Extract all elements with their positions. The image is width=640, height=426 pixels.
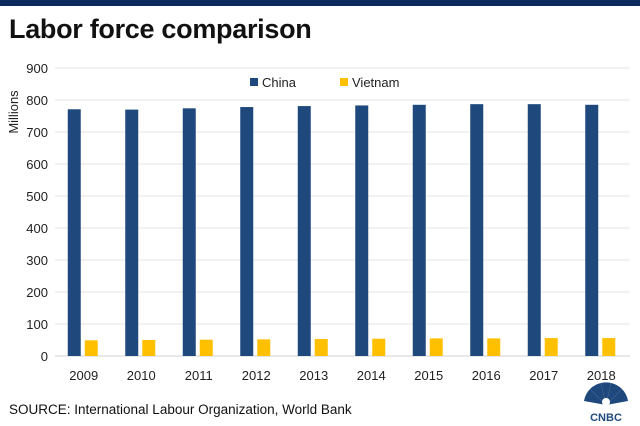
x-tick-label: 2012 xyxy=(242,368,271,383)
x-tick-label: 2011 xyxy=(185,368,213,383)
y-tick-label: 100 xyxy=(26,317,48,332)
bar-china xyxy=(355,105,369,356)
x-tick-label: 2016 xyxy=(472,368,501,383)
bar-vietnam xyxy=(257,339,271,356)
y-tick-label: 200 xyxy=(26,285,48,300)
x-tick-label: 2017 xyxy=(529,368,558,383)
bar-vietnam xyxy=(142,340,156,356)
bar-vietnam xyxy=(199,339,213,356)
bar-vietnam xyxy=(544,338,558,356)
bar-china xyxy=(585,104,599,356)
top-bar xyxy=(0,0,640,6)
y-tick-label: 300 xyxy=(26,253,48,268)
x-tick-label: 2010 xyxy=(127,368,156,383)
legend-label: China xyxy=(262,75,297,90)
logo-text: CNBC xyxy=(590,412,622,423)
bar-china xyxy=(182,108,196,356)
bar-vietnam xyxy=(372,338,386,356)
y-tick-label: 400 xyxy=(26,221,48,236)
y-tick-label: 800 xyxy=(26,93,48,108)
source-note: SOURCE: International Labour Organizatio… xyxy=(9,402,352,417)
bar-vietnam xyxy=(429,338,443,356)
x-tick-label: 2018 xyxy=(587,368,616,383)
cnbc-peacock-logo: CNBC xyxy=(584,382,628,423)
legend-label: Vietnam xyxy=(352,75,399,90)
y-axis-label: Millions xyxy=(6,90,21,134)
y-tick-label: 700 xyxy=(26,125,48,140)
legend-swatch xyxy=(250,78,258,86)
bar-china xyxy=(470,104,484,356)
bar-china xyxy=(125,109,139,356)
x-tick-label: 2009 xyxy=(69,368,98,383)
bar-china xyxy=(412,104,426,356)
bar-vietnam xyxy=(314,339,328,356)
y-tick-label: 900 xyxy=(26,61,48,76)
y-tick-label: 600 xyxy=(26,157,48,172)
bar-china xyxy=(240,107,254,356)
legend-swatch xyxy=(340,78,348,86)
x-tick-label: 2013 xyxy=(299,368,328,383)
bar-china xyxy=(527,104,541,356)
y-tick-label: 0 xyxy=(41,349,48,364)
bar-china xyxy=(297,106,311,356)
x-tick-label: 2015 xyxy=(414,368,443,383)
bar-vietnam xyxy=(84,340,98,356)
x-tick-label: 2014 xyxy=(357,368,386,383)
bar-vietnam xyxy=(602,338,616,356)
chart-title: Labor force comparison xyxy=(9,14,312,44)
bar-china xyxy=(67,109,81,356)
chart: 0 100 200 300 400 500 600 700 800 900 2009 2010 2011… xyxy=(6,61,630,383)
bar-vietnam xyxy=(487,338,501,356)
y-tick-label: 500 xyxy=(26,189,48,204)
